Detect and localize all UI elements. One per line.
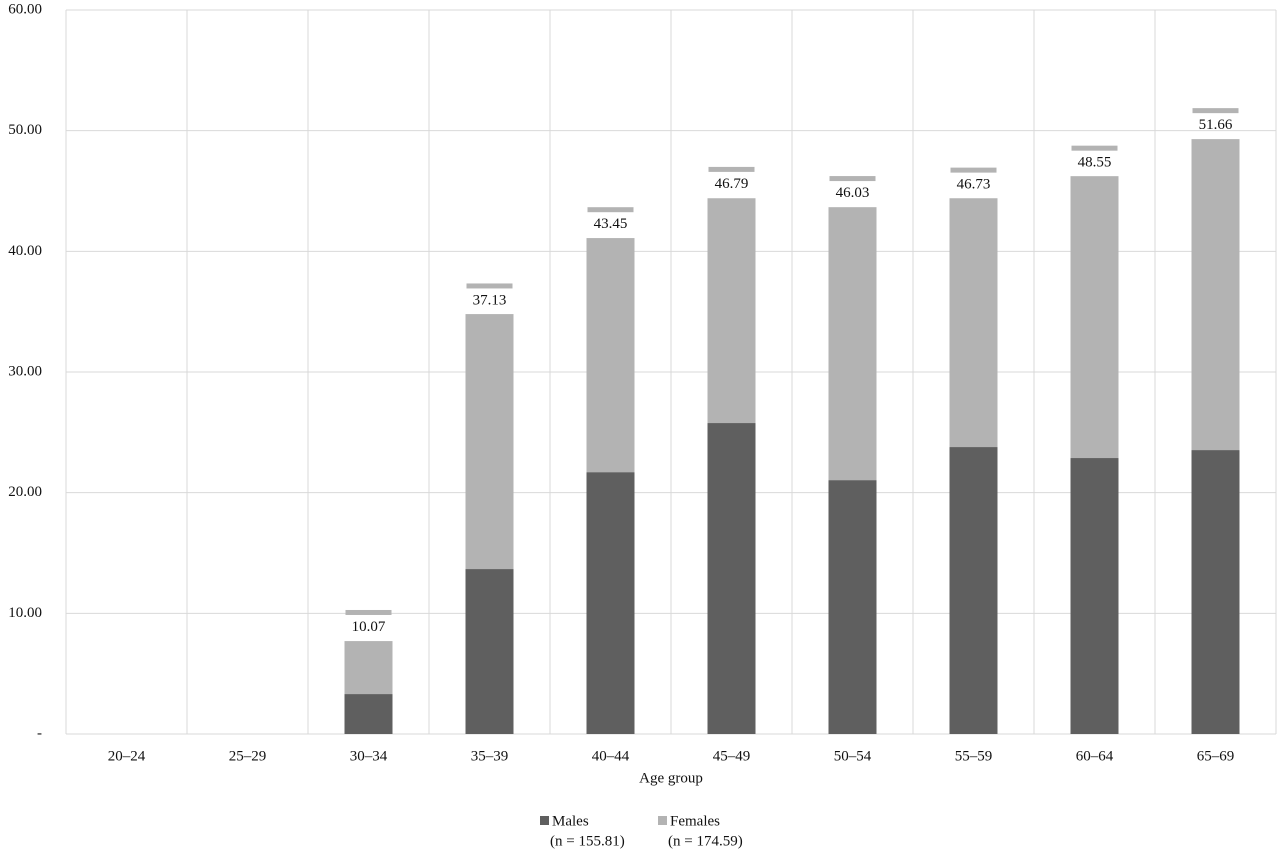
bar-segment: [828, 207, 877, 481]
bar-segment: [344, 641, 393, 695]
bar-segment: [1191, 139, 1240, 451]
total-marker: [1192, 108, 1239, 114]
bar-segment: [949, 198, 998, 448]
y-tick-label: 40.00: [8, 243, 42, 259]
x-tick-label: 50–54: [834, 748, 872, 764]
legend-label: Males: [552, 813, 589, 829]
x-tick-label: 40–44: [592, 748, 630, 764]
x-tick-label: 65–69: [1197, 748, 1235, 764]
y-tick-label: 10.00: [8, 605, 42, 621]
bar-segment: [344, 694, 393, 734]
y-tick-label: 30.00: [8, 363, 42, 379]
total-marker: [829, 176, 876, 182]
y-tick-label: 50.00: [8, 122, 42, 138]
bar-segment: [465, 569, 514, 734]
total-marker: [466, 283, 513, 289]
total-marker: [1071, 145, 1118, 151]
total-marker: [587, 207, 634, 213]
total-label: 46.73: [957, 177, 991, 193]
bar-segment: [1070, 458, 1119, 734]
y-tick-label: 20.00: [8, 484, 42, 500]
legend-note: (n = 155.81): [550, 833, 625, 849]
x-tick-label: 55–59: [955, 748, 993, 764]
x-tick-label: 25–29: [229, 748, 267, 764]
bar-segment: [707, 198, 756, 424]
x-tick-label: 30–34: [350, 748, 388, 764]
bar-segment: [586, 472, 635, 734]
total-label: 37.13: [473, 292, 507, 308]
x-tick-label: 45–49: [713, 748, 751, 764]
total-label: 48.55: [1078, 155, 1112, 171]
bar-segment: [586, 238, 635, 473]
x-axis-title: Age group: [639, 770, 703, 786]
legend-label: Females: [670, 813, 720, 829]
legend-note: (n = 174.59): [668, 833, 743, 849]
total-label: 46.03: [836, 185, 870, 201]
total-marker: [708, 166, 755, 172]
bar-segment: [1070, 176, 1119, 459]
y-tick-label: -: [37, 725, 42, 741]
legend-swatch: [658, 816, 667, 825]
total-marker: [950, 167, 997, 173]
bar-segment: [465, 314, 514, 570]
bar-segment: [828, 480, 877, 734]
bar-segment: [707, 423, 756, 734]
total-label: 10.07: [352, 619, 386, 635]
total-label: 46.79: [715, 176, 749, 192]
y-tick-label: 60.00: [8, 1, 42, 17]
x-tick-label: 35–39: [471, 748, 509, 764]
bar-segment: [1191, 450, 1240, 734]
total-label: 51.66: [1199, 117, 1233, 133]
bar-segment: [949, 447, 998, 734]
x-tick-label: 60–64: [1076, 748, 1114, 764]
x-tick-label: 20–24: [108, 748, 146, 764]
total-marker: [345, 609, 392, 615]
legend-swatch: [540, 816, 549, 825]
total-label: 43.45: [594, 216, 628, 232]
